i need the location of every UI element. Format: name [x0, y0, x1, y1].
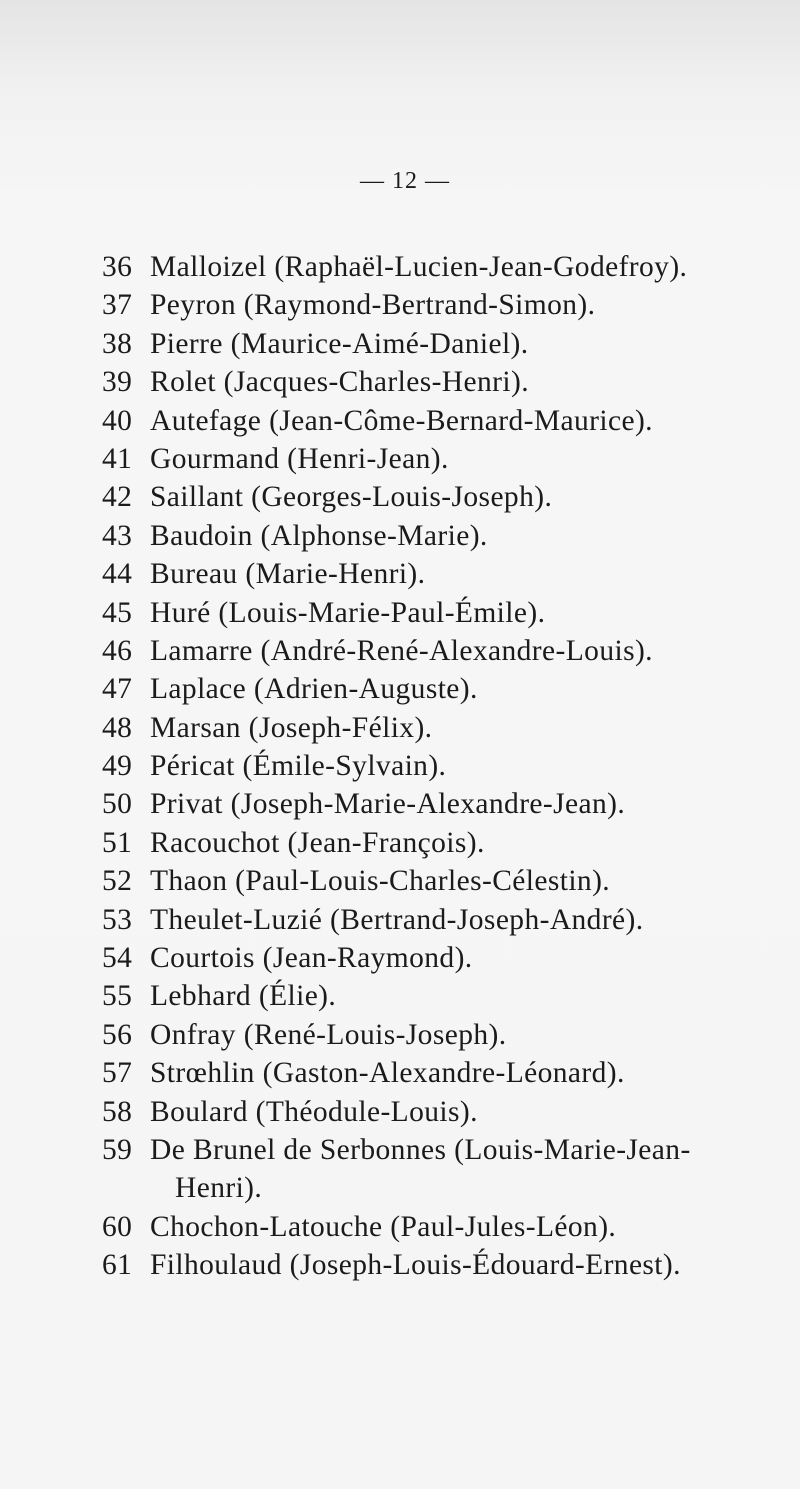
list-entry: 47 Laplace (Adrien-Auguste).: [0, 670, 800, 708]
entry-number: 37: [102, 289, 133, 322]
entry-name: Lebhard (Élie).: [150, 980, 337, 1013]
list-entry: 51 Racouchot (Jean-François).: [0, 824, 800, 862]
entry-name: Lamarre (André-René-Alexandre-Louis).: [150, 634, 653, 667]
list-entry: 60 Chochon-Latouche (Paul-Jules-Léon).: [0, 1208, 800, 1246]
entry-name: Malloizel (Raphaël-Lucien-Jean-Godefroy)…: [150, 251, 688, 283]
entry-name: Marsan (Joseph-Félix).: [150, 711, 433, 744]
list-entry: 43 Baudoin (Alphonse-Marie).: [0, 517, 800, 555]
list-entry: 58 Boulard (Théodule-Louis).: [0, 1093, 800, 1131]
list-entry: 39 Rolet (Jacques-Charles-Henri).: [0, 363, 800, 401]
list-entry: 55 Lebhard (Élie).: [0, 977, 800, 1015]
entry-name: Onfray (René-Louis-Joseph).: [150, 1018, 507, 1051]
list-entry: 48 Marsan (Joseph-Félix).: [0, 709, 800, 747]
list-entry: 54 Courtois (Jean-Raymond).: [0, 939, 800, 977]
list-entry: 46 Lamarre (André-René-Alexandre-Louis).: [0, 632, 800, 670]
entry-number: 53: [102, 903, 133, 936]
entry-name: Strœhlin (Gaston-Alexandre-Léonard).: [150, 1057, 625, 1090]
entry-number: 56: [102, 1018, 133, 1051]
entry-number: 42: [102, 481, 133, 514]
list-entry: 40 Autefage (Jean-Côme-Bernard-Maurice).: [0, 402, 800, 440]
entry-number: 46: [102, 634, 133, 667]
entry-name: Péricat (Émile-Sylvain).: [150, 750, 447, 783]
entry-name: Bureau (Marie-Henri).: [150, 558, 426, 591]
list-entry: 57 Strœhlin (Gaston-Alexandre-Léonard).: [0, 1054, 800, 1092]
entry-number: 57: [102, 1057, 133, 1090]
entry-number: 49: [102, 750, 133, 783]
list-entry: 61 Filhoulaud (Joseph-Louis-Édouard-Ernes…: [0, 1246, 800, 1284]
entry-number: 55: [102, 980, 133, 1013]
entry-name: De Brunel de Serbonnes (Louis-Marie-Jean…: [150, 1133, 691, 1166]
list-entry-continuation: Henri).: [0, 1169, 800, 1207]
entry-name: Baudoin (Alphonse-Marie).: [150, 519, 488, 552]
list-entry: 50 Privat (Joseph-Marie-Alexandre-Jean).: [0, 785, 800, 823]
entry-number: 38: [102, 327, 133, 360]
list-entry: 38 Pierre (Maurice-Aimé-Daniel).: [0, 325, 800, 363]
entry-number: 52: [102, 865, 133, 898]
list-entry: 37 Peyron (Raymond-Bertrand-Simon).: [0, 286, 800, 324]
entry-name: Henri).: [175, 1172, 263, 1205]
entry-name: Huré (Louis-Marie-Paul-Émile).: [150, 596, 546, 629]
entry-name: Laplace (Adrien-Auguste).: [150, 673, 478, 706]
entry-number: 47: [102, 673, 133, 706]
list-entry: 49 Péricat (Émile-Sylvain).: [0, 747, 800, 785]
entry-name: Courtois (Jean-Raymond).: [150, 942, 473, 975]
entry-name: Racouchot (Jean-François).: [150, 826, 485, 859]
list-entry: 52 Thaon (Paul-Louis-Charles-Célestin).: [0, 862, 800, 900]
entry-name: Pierre (Maurice-Aimé-Daniel).: [150, 327, 529, 360]
entry-number: 48: [102, 711, 133, 744]
entry-number: 59: [102, 1133, 133, 1166]
entry-number: 36: [102, 251, 133, 283]
entry-number: 40: [102, 404, 133, 437]
list-entry: 36 Malloizel (Raphaël-Lucien-Jean-Godefro…: [0, 248, 800, 286]
entry-name: Gourmand (Henri-Jean).: [150, 442, 449, 475]
list-entry: 45 Huré (Louis-Marie-Paul-Émile).: [0, 594, 800, 632]
entry-number: 43: [102, 519, 133, 552]
list-entry: 42 Saillant (Georges-Louis-Joseph).: [0, 478, 800, 516]
entry-number: 58: [102, 1095, 133, 1128]
entry-name: Rolet (Jacques-Charles-Henri).: [150, 366, 529, 399]
entry-name: Theulet-Luzié (Bertrand-Joseph-André).: [150, 903, 644, 936]
entry-number: 50: [102, 788, 133, 821]
page-number: — 12 —: [360, 168, 450, 194]
entry-number: 45: [102, 596, 133, 629]
entry-number: 51: [102, 826, 133, 859]
entry-name: Boulard (Théodule-Louis).: [150, 1095, 478, 1128]
entry-name: Saillant (Georges-Louis-Joseph).: [150, 481, 553, 514]
list-entry: 53 Theulet-Luzié (Bertrand-Joseph-André).: [0, 901, 800, 939]
entry-name: Autefage (Jean-Côme-Bernard-Maurice).: [150, 404, 653, 437]
entry-number: 54: [102, 942, 133, 975]
entry-name: Thaon (Paul-Louis-Charles-Célestin).: [150, 865, 611, 898]
entry-number: 41: [102, 442, 133, 475]
entry-number: 44: [102, 558, 133, 591]
entry-number: 61: [102, 1249, 133, 1282]
entry-name: Peyron (Raymond-Bertrand-Simon).: [150, 289, 596, 322]
name-list: 36 Malloizel (Raphaël-Lucien-Jean-Godefro…: [0, 248, 800, 1285]
entry-number: 39: [102, 366, 133, 399]
entry-name: Privat (Joseph-Marie-Alexandre-Jean).: [150, 788, 626, 821]
list-entry: 44 Bureau (Marie-Henri).: [0, 555, 800, 593]
list-entry: 59 De Brunel de Serbonnes (Louis-Marie-Je…: [0, 1131, 800, 1169]
entry-number: 60: [102, 1210, 133, 1243]
entry-name: Chochon-Latouche (Paul-Jules-Léon).: [150, 1210, 617, 1243]
entry-name: Filhoulaud (Joseph-Louis-Édouard-Ernest)…: [150, 1249, 681, 1282]
list-entry: 41 Gourmand (Henri-Jean).: [0, 440, 800, 478]
list-entry: 56 Onfray (René-Louis-Joseph).: [0, 1016, 800, 1054]
